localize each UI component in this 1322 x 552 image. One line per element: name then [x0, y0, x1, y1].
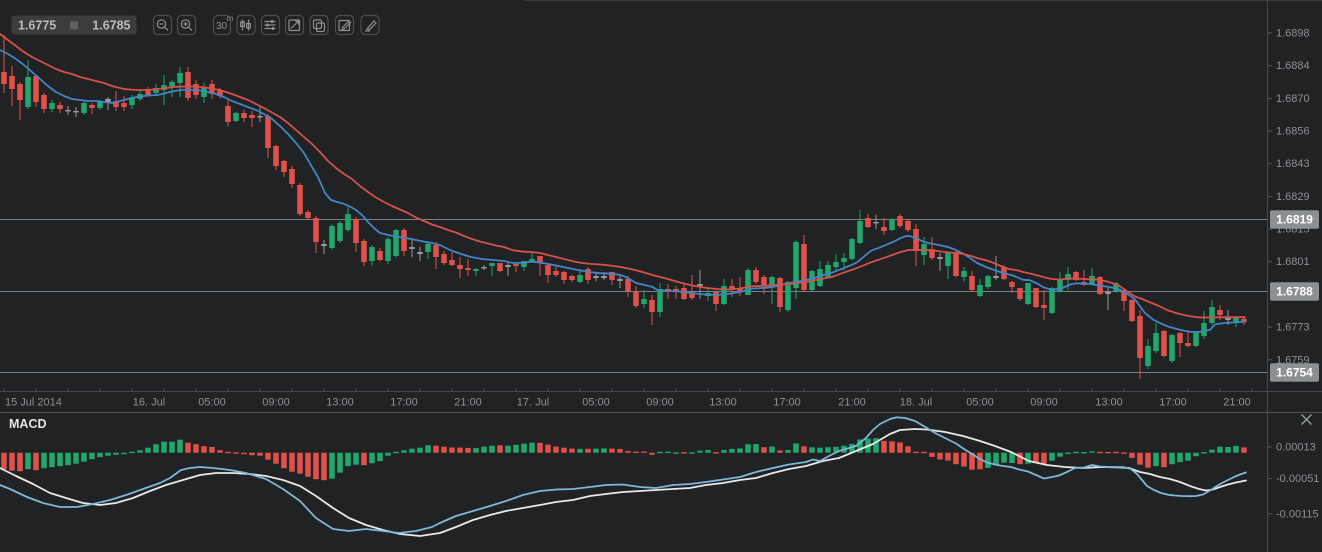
svg-text:05:00: 05:00: [198, 397, 226, 409]
svg-text:05:00: 05:00: [582, 397, 610, 409]
svg-text:17:00: 17:00: [1159, 397, 1187, 409]
svg-text:13:00: 13:00: [709, 397, 737, 409]
svg-text:-0.00115: -0.00115: [1276, 508, 1319, 520]
svg-text:1.6898: 1.6898: [1276, 28, 1310, 40]
svg-text:1.6775: 1.6775: [18, 19, 56, 33]
svg-text:1.6754: 1.6754: [1276, 366, 1313, 380]
svg-text:0.00013: 0.00013: [1276, 441, 1316, 453]
svg-text:1.6788: 1.6788: [1276, 285, 1313, 299]
svg-text:1.6801: 1.6801: [1276, 256, 1310, 268]
svg-text:16. Jul: 16. Jul: [133, 397, 165, 409]
svg-text:18. Jul: 18. Jul: [900, 397, 932, 409]
svg-text:1.6870: 1.6870: [1276, 93, 1310, 105]
svg-text:1.6785: 1.6785: [92, 19, 130, 33]
svg-text:15 Jul 2014: 15 Jul 2014: [5, 397, 62, 409]
svg-text:09:00: 09:00: [646, 397, 674, 409]
svg-text:17:00: 17:00: [390, 397, 418, 409]
svg-text:05:00: 05:00: [966, 397, 994, 409]
svg-text:30: 30: [216, 21, 228, 32]
svg-text:-0.00051: -0.00051: [1276, 473, 1319, 485]
svg-text:MACD: MACD: [9, 417, 47, 431]
svg-text:1.6843: 1.6843: [1276, 158, 1310, 170]
svg-text:13:00: 13:00: [1095, 397, 1123, 409]
svg-text:21:00: 21:00: [838, 397, 866, 409]
svg-text:21:00: 21:00: [454, 397, 482, 409]
svg-text:1.6829: 1.6829: [1276, 191, 1310, 203]
svg-text:09:00: 09:00: [262, 397, 290, 409]
svg-text:17. Jul: 17. Jul: [517, 397, 549, 409]
svg-text:21:00: 21:00: [1223, 397, 1251, 409]
svg-text:1.6773: 1.6773: [1276, 322, 1310, 334]
svg-text:m: m: [227, 14, 234, 23]
svg-text:13:00: 13:00: [326, 397, 354, 409]
svg-text:09:00: 09:00: [1030, 397, 1058, 409]
svg-text:17:00: 17:00: [773, 397, 801, 409]
svg-text:1.6884: 1.6884: [1276, 60, 1310, 72]
svg-text:1.6819: 1.6819: [1276, 213, 1313, 227]
svg-text:1.6856: 1.6856: [1276, 126, 1310, 138]
